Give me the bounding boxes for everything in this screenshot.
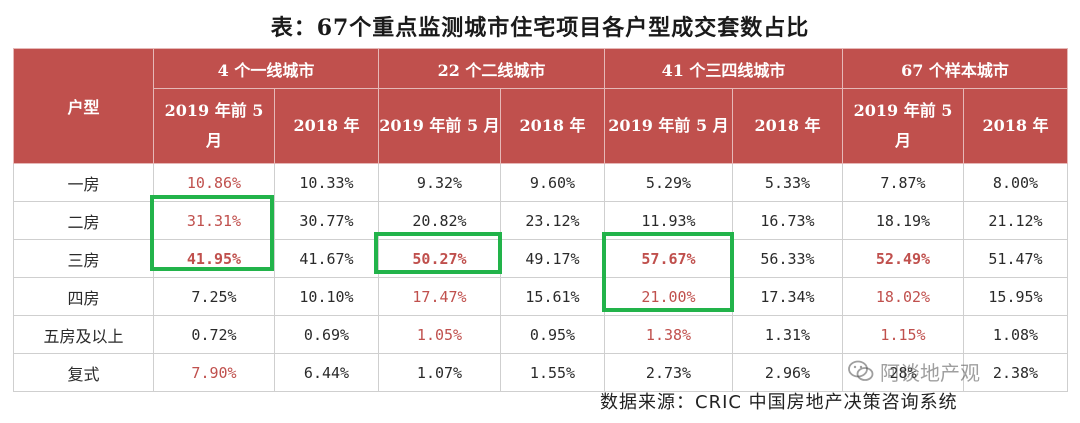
table-title: 表：67个重点监测城市住宅项目各户型成交套数占比 [270, 15, 810, 41]
table-cell: 41.95% [153, 239, 275, 278]
table-cell: 9.60% [500, 163, 605, 202]
table-cell: 7.25% [153, 277, 275, 316]
table-cell: 28% [842, 353, 964, 392]
table-cell: 0.72% [153, 315, 275, 354]
table-cell: 1.55% [500, 353, 605, 392]
table-cell: 1.08% [963, 315, 1068, 354]
table-row: 复式 7.90% 6.44% 1.07% 1.55% 2.73% 2.96% 2… [13, 353, 1068, 392]
row-label: 复式 [13, 353, 154, 392]
header-group-tier2: 22 个二线城市 [378, 48, 605, 89]
table-cell: 1.38% [604, 315, 733, 354]
table-cell: 52.49% [842, 239, 964, 278]
table-cell: 21.12% [963, 201, 1068, 240]
table-row: 五房及以上 0.72% 0.69% 1.05% 0.95% 1.38% 1.31… [13, 315, 1068, 354]
data-table: 户型 4 个一线城市 22 个二线城市 41 个三四线城市 67 个样本城市 2… [13, 48, 1068, 392]
table-cell: 23.12% [500, 201, 605, 240]
row-label: 五房及以上 [13, 315, 154, 354]
header-group-tier1: 4 个一线城市 [153, 48, 379, 89]
table-cell: 5.29% [604, 163, 733, 202]
table-cell: 1.07% [378, 353, 501, 392]
table-cell: 2.96% [732, 353, 843, 392]
table-cell: 15.95% [963, 277, 1068, 316]
table-cell: 41.67% [274, 239, 379, 278]
header-sub-2018: 2018 年 [274, 88, 379, 164]
table-cell: 8.00% [963, 163, 1068, 202]
table-row: 一房 10.86% 10.33% 9.32% 9.60% 5.29% 5.33%… [13, 163, 1068, 202]
row-label: 二房 [13, 201, 154, 240]
table-cell: 0.69% [274, 315, 379, 354]
header-group-sample: 67 个样本城市 [842, 48, 1068, 89]
table-cell: 18.02% [842, 277, 964, 316]
table-cell: 7.87% [842, 163, 964, 202]
header-unit-type: 户型 [13, 48, 154, 164]
table-cell: 17.47% [378, 277, 501, 316]
header-sub-2019: 2019 年前 5 月 [153, 88, 275, 164]
watermark-text: 阿谈地产观 [880, 360, 980, 385]
header-sub-2018: 2018 年 [500, 88, 605, 164]
watermark: 阿谈地产观 [848, 356, 1076, 386]
table-cell: 10.10% [274, 277, 379, 316]
table-cell: 31.31% [153, 201, 275, 240]
table-cell: 10.33% [274, 163, 379, 202]
header-sub-2018: 2018 年 [732, 88, 843, 164]
table-cell: 9.32% [378, 163, 501, 202]
header-sub-2019: 2019 年前 5 月 [378, 88, 501, 164]
table-cell: 6.44% [274, 353, 379, 392]
row-label: 三房 [13, 239, 154, 278]
row-label: 一房 [13, 163, 154, 202]
table-cell: 2.38% [963, 353, 1068, 392]
table-cell: 1.31% [732, 315, 843, 354]
header-sub-2018: 2018 年 [963, 88, 1068, 164]
table-cell: 57.67% [604, 239, 733, 278]
table-cell: 49.17% [500, 239, 605, 278]
table-cell: 56.33% [732, 239, 843, 278]
table-cell: 15.61% [500, 277, 605, 316]
header-sub-2019: 2019 年前 5 月 [604, 88, 733, 164]
table-cell: 51.47% [963, 239, 1068, 278]
table-cell: 1.15% [842, 315, 964, 354]
highlight-box-tier1 [150, 195, 274, 271]
table-cell: 0.95% [500, 315, 605, 354]
table-cell: 5.33% [732, 163, 843, 202]
row-label: 四房 [13, 277, 154, 316]
highlight-box-tier34 [602, 232, 734, 312]
highlight-box-tier2 [374, 232, 502, 274]
table-cell: 7.90% [153, 353, 275, 392]
table-cell: 30.77% [274, 201, 379, 240]
wechat-icon [848, 360, 874, 381]
table-cell: 16.73% [732, 201, 843, 240]
table-row: 二房 31.31% 30.77% 20.82% 23.12% 11.93% 16… [13, 201, 1068, 240]
table-cell: 1.05% [378, 315, 501, 354]
table-cell: 17.34% [732, 277, 843, 316]
table-cell: 2.73% [604, 353, 733, 392]
header-sub-2019: 2019 年前 5 月 [842, 88, 964, 164]
header-group-tier34: 41 个三四线城市 [604, 48, 843, 89]
table-row: 四房 7.25% 10.10% 17.47% 15.61% 21.00% 17.… [13, 277, 1068, 316]
source-note: 数据来源：CRIC 中国房地产决策咨询系统 [600, 392, 958, 413]
table-cell: 18.19% [842, 201, 964, 240]
